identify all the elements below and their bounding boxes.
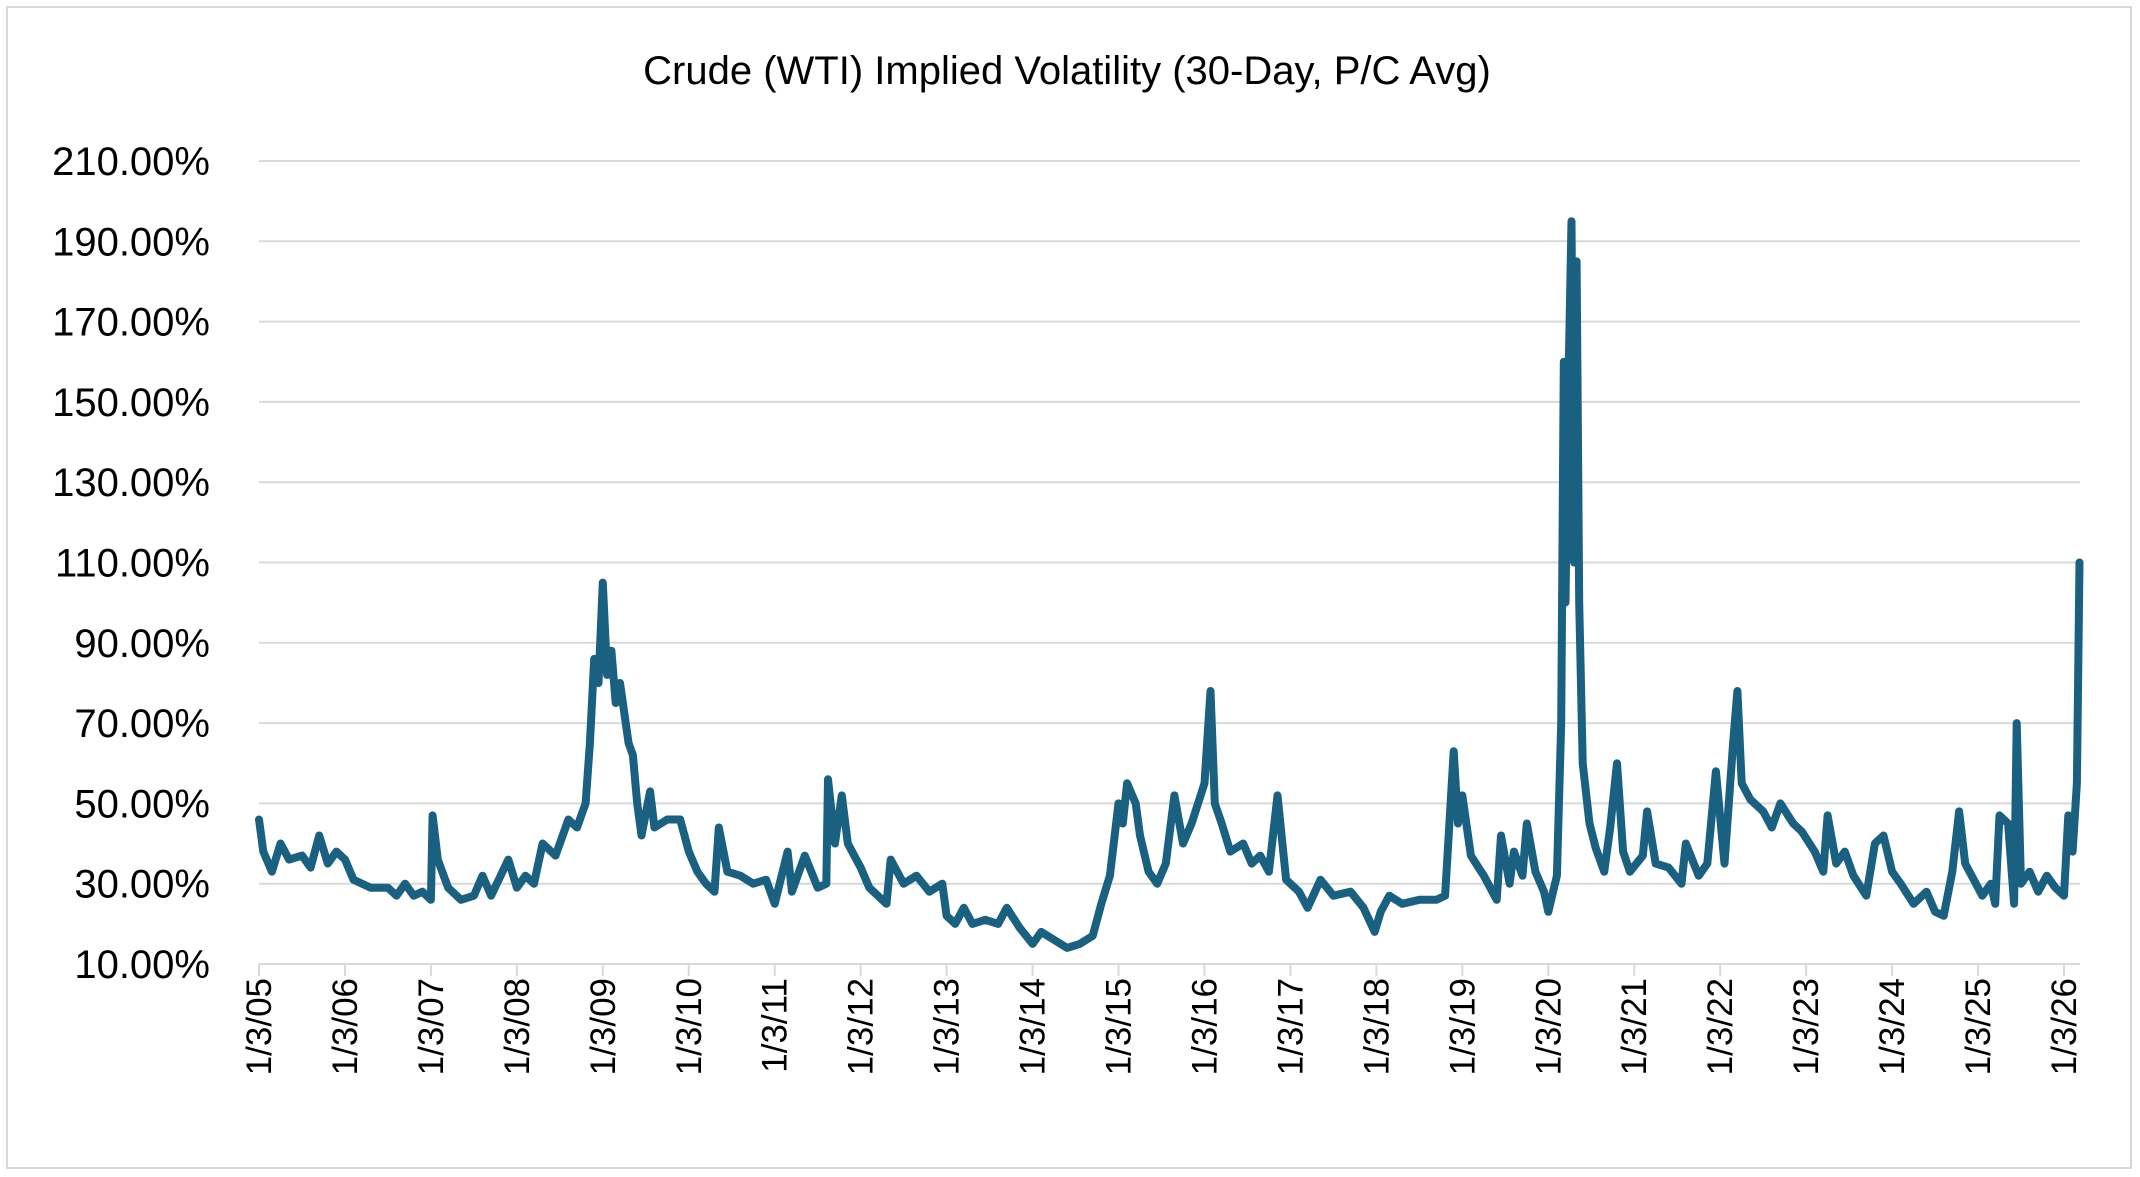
y-tick-label: 130.00% bbox=[52, 461, 210, 505]
x-tick-label: 1/3/11 bbox=[756, 978, 795, 1073]
x-tick-label: 1/3/06 bbox=[326, 978, 365, 1075]
y-tick-label: 170.00% bbox=[52, 301, 210, 345]
x-axis: 1/3/05 1/3/06 1/3/07 1/3/08 1/3/09 1/3/10 1/3/… bbox=[240, 964, 2084, 1075]
x-tick-label: 1/3/22 bbox=[1701, 978, 1740, 1075]
x-tick-label: 1/3/05 bbox=[240, 978, 279, 1075]
gridlines bbox=[259, 160, 2080, 965]
y-tick-label: 150.00% bbox=[52, 381, 210, 425]
x-tick-label: 1/3/19 bbox=[1443, 978, 1482, 1075]
y-tick-label: 50.00% bbox=[74, 782, 210, 826]
x-tick-label: 1/3/12 bbox=[842, 978, 881, 1075]
y-tick-label: 70.00% bbox=[74, 702, 210, 746]
x-tick-label: 1/3/14 bbox=[1014, 978, 1053, 1075]
x-tick-label: 1/3/13 bbox=[928, 978, 967, 1075]
x-tick-label: 1/3/18 bbox=[1357, 978, 1396, 1075]
y-tick-label: 30.00% bbox=[74, 863, 210, 907]
series-line bbox=[255, 217, 2084, 952]
x-tick-label: 1/3/08 bbox=[498, 978, 537, 1075]
chart-frame bbox=[6, 6, 2132, 1169]
x-tick-label: 1/3/10 bbox=[670, 978, 709, 1075]
x-tick-label: 1/3/16 bbox=[1185, 978, 1224, 1075]
x-tick-label: 1/3/26 bbox=[2045, 978, 2084, 1075]
y-axis: 10.00% 30.00% 50.00% 70.00% 90.00% 110.00% 130… bbox=[52, 140, 210, 987]
x-tick-label: 1/3/15 bbox=[1100, 978, 1139, 1075]
x-tick-label: 1/3/25 bbox=[1959, 978, 1998, 1075]
x-tick-label: 1/3/17 bbox=[1271, 978, 1310, 1075]
y-tick-label: 110.00% bbox=[55, 542, 210, 586]
x-tick-label: 1/3/21 bbox=[1615, 978, 1654, 1075]
x-tick-label: 1/3/23 bbox=[1787, 978, 1826, 1075]
x-tick-label: 1/3/24 bbox=[1873, 978, 1912, 1075]
y-tick-label: 10.00% bbox=[74, 943, 210, 987]
x-tick-label: 1/3/20 bbox=[1529, 978, 1568, 1075]
y-tick-label: 190.00% bbox=[52, 220, 210, 264]
x-tick-label: 1/3/09 bbox=[584, 978, 623, 1075]
x-tick-label: 1/3/07 bbox=[412, 978, 451, 1075]
chart-title: Crude (WTI) Implied Volatility (30-Day, … bbox=[643, 49, 1491, 93]
y-tick-label: 210.00% bbox=[52, 140, 210, 184]
y-tick-label: 90.00% bbox=[74, 622, 210, 666]
